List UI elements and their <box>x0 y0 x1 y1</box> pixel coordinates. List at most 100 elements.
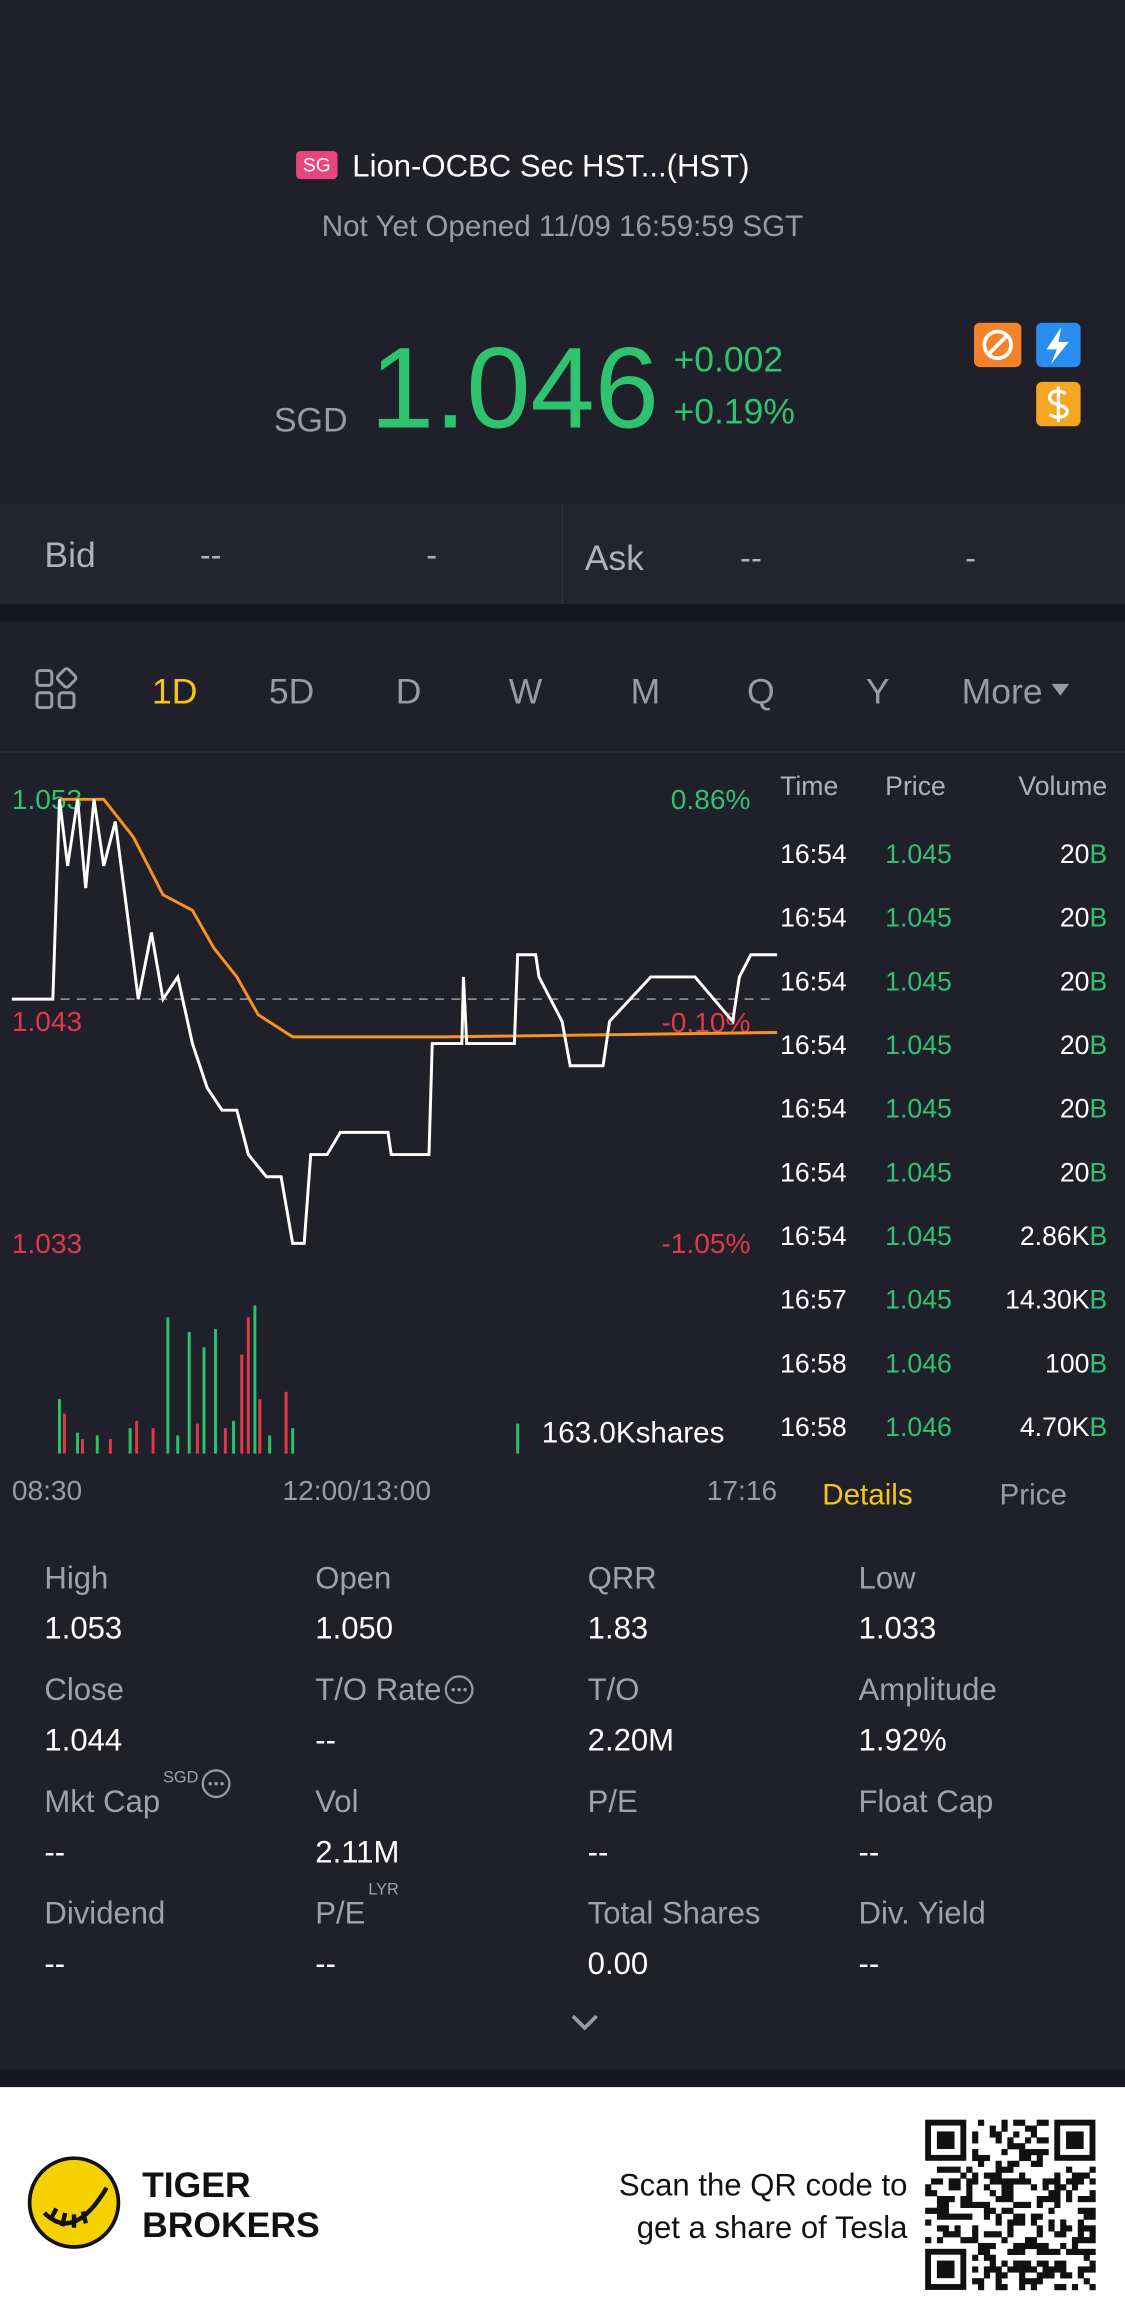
qr-module <box>989 2231 996 2238</box>
qr-module <box>1054 2195 1061 2203</box>
volume-bar <box>108 1439 112 1454</box>
expand-chevron[interactable] <box>571 2014 598 2031</box>
qr-module <box>942 2213 949 2220</box>
qr-module <box>1024 2237 1032 2244</box>
qr-module <box>1071 2172 1079 2179</box>
qr-module <box>1054 2201 1061 2209</box>
stat-value: 1.033 <box>859 1611 937 1646</box>
stat-label-superscript: LYR <box>368 1881 398 1899</box>
period-tab[interactable]: W <box>509 671 543 711</box>
qr-module <box>1036 2154 1043 2162</box>
qr-module <box>983 2184 991 2191</box>
qr-finder <box>1054 2119 1096 2161</box>
volume-bar <box>62 1413 66 1454</box>
qr-module <box>1042 2248 1049 2255</box>
qr-module <box>1013 2160 1020 2167</box>
volume-bar <box>258 1399 262 1454</box>
qr-module <box>995 2219 1002 2226</box>
qr-module <box>1013 2178 1020 2185</box>
volume-bar <box>223 1428 227 1454</box>
volume-bar <box>516 1423 520 1454</box>
qr-module <box>1019 2149 1026 2156</box>
period-tab[interactable]: More <box>962 671 1043 711</box>
qr-module <box>931 2207 938 2214</box>
qr-module <box>1077 2207 1084 2214</box>
qr-module <box>977 2154 985 2162</box>
qr-module <box>1048 2195 1055 2203</box>
bid-label: Bid <box>44 535 95 575</box>
qr-module <box>1083 2278 1090 2285</box>
volume-bar <box>76 1432 80 1454</box>
stat-value: 0.00 <box>588 1946 649 1981</box>
status-icons <box>974 322 1081 427</box>
qr-module <box>1083 2195 1090 2203</box>
trade-price: 1.045 <box>885 1094 952 1124</box>
qr-module <box>1066 2190 1073 2197</box>
trade-price: 1.045 <box>885 839 952 869</box>
icon-glyph <box>982 329 1013 361</box>
qr-module <box>960 2213 967 2220</box>
qr-module <box>966 2237 973 2244</box>
qr-module <box>995 2195 1002 2203</box>
qr-module <box>936 2201 944 2209</box>
info-icon[interactable] <box>444 1675 474 1705</box>
trade-side: B <box>1089 1412 1107 1442</box>
qr-module <box>1030 2131 1037 2138</box>
trade-price: 1.045 <box>885 903 952 933</box>
period-tab[interactable]: 5D <box>269 671 314 711</box>
qr-module <box>1019 2284 1026 2291</box>
qr-module <box>1054 2184 1061 2191</box>
icon-glyph <box>1047 386 1069 422</box>
qr-module <box>1036 2213 1043 2220</box>
promo-text: Scan the QR code to <box>619 2167 908 2202</box>
info-dot <box>214 1781 218 1786</box>
qr-module <box>972 2254 979 2261</box>
qr-module <box>1071 2284 1079 2291</box>
detail-tab[interactable]: Details <box>822 1479 912 1512</box>
qr-module <box>966 2190 973 2197</box>
badge-text: SG <box>303 155 331 176</box>
trade-time: 16:54 <box>780 1157 847 1187</box>
qr-module <box>960 2201 967 2209</box>
period-tab[interactable]: Y <box>866 671 890 711</box>
trade-time: 16:58 <box>780 1348 847 1378</box>
stat-value: -- <box>859 1946 880 1981</box>
qr-module <box>995 2266 1002 2273</box>
qr-module <box>989 2266 996 2273</box>
period-tab[interactable]: M <box>631 671 661 711</box>
icon-cell <box>57 691 76 710</box>
qr-module <box>1048 2190 1055 2197</box>
qr-module <box>983 2154 991 2162</box>
volume-bar <box>195 1423 199 1454</box>
qr-module <box>966 2178 973 2185</box>
stat-label: Total Shares <box>588 1896 761 1931</box>
qr-module <box>989 2172 996 2179</box>
qr-module <box>1066 2225 1073 2232</box>
period-tab[interactable]: D <box>396 671 422 711</box>
qr-module <box>983 2172 991 2179</box>
qr-finder <box>936 2260 955 2279</box>
qr-module <box>936 2195 944 2203</box>
qr-module <box>1048 2272 1055 2279</box>
qr-module <box>925 2184 932 2191</box>
trade-side: B <box>1089 1094 1107 1124</box>
detail-tab[interactable]: Price <box>1000 1479 1067 1512</box>
promo-text: get a share of Tesla <box>637 2210 908 2245</box>
qr-module <box>1042 2260 1049 2267</box>
qr-module <box>1007 2225 1014 2232</box>
info-icon[interactable] <box>201 1769 231 1799</box>
qr-module <box>1001 2195 1008 2203</box>
trade-time: 16:54 <box>780 903 847 933</box>
qr-module <box>1083 2207 1090 2214</box>
qr-module <box>1089 2260 1096 2267</box>
qr-module <box>1013 2242 1020 2250</box>
period-tab[interactable]: Q <box>747 671 775 711</box>
stock-name: Lion-OCBC Sec HST...(HST) <box>352 148 749 183</box>
qr-finder <box>925 2119 967 2161</box>
qr-module <box>1060 2272 1067 2279</box>
period-tab[interactable]: 1D <box>152 671 197 711</box>
trade-price: 1.045 <box>885 966 952 996</box>
qr-module <box>1089 2195 1096 2203</box>
layout-icon[interactable] <box>35 667 78 710</box>
